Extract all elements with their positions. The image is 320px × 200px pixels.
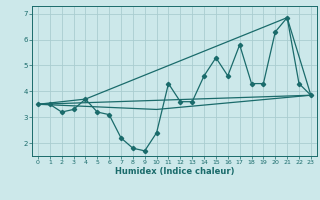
X-axis label: Humidex (Indice chaleur): Humidex (Indice chaleur) (115, 167, 234, 176)
